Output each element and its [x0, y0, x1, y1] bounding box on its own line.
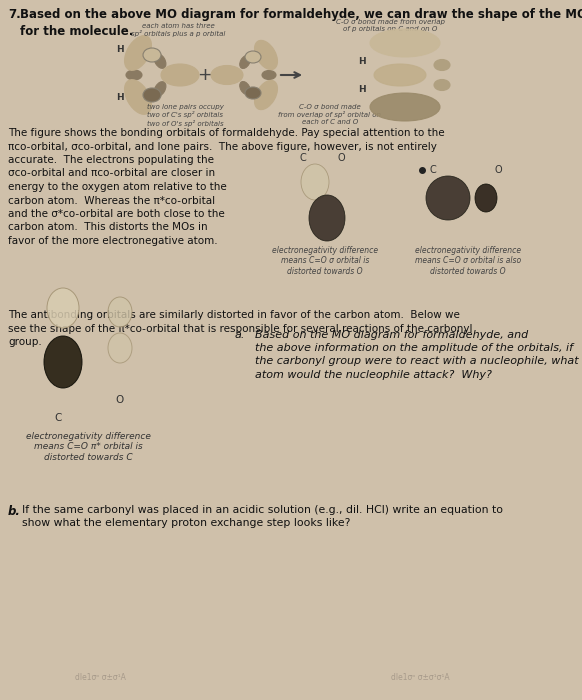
Text: O: O	[494, 165, 502, 175]
Ellipse shape	[475, 184, 497, 212]
Ellipse shape	[434, 60, 450, 71]
Text: group.: group.	[8, 337, 42, 347]
Text: C-O σ bond made from overlap
of p orbitals on C and on O: C-O σ bond made from overlap of p orbita…	[335, 19, 445, 32]
Ellipse shape	[370, 93, 440, 121]
Ellipse shape	[240, 81, 250, 94]
Text: dle1σᵒ σ±σ¹σ¹A: dle1σᵒ σ±σ¹σ¹A	[391, 673, 449, 682]
Ellipse shape	[245, 87, 261, 99]
Text: and the σ*co-orbital are both close to the: and the σ*co-orbital are both close to t…	[8, 209, 225, 219]
Text: C: C	[430, 165, 436, 175]
Text: σco-orbital and πco-orbital are closer in: σco-orbital and πco-orbital are closer i…	[8, 169, 215, 178]
Text: each atom has three
sp² orbitals plus a p orbital: each atom has three sp² orbitals plus a …	[131, 23, 225, 37]
Text: Based on the MO diagram for formaldehyde, and
the above information on the ampli: Based on the MO diagram for formaldehyde…	[255, 330, 579, 379]
Text: πco-orbital, σco-orbital, and lone pairs.  The above figure, however, is not ent: πco-orbital, σco-orbital, and lone pairs…	[8, 141, 437, 151]
Text: electronegativity difference
means C=O π* orbital is
distorted towards C: electronegativity difference means C=O π…	[26, 432, 150, 462]
Ellipse shape	[108, 297, 132, 327]
Ellipse shape	[309, 195, 345, 241]
Text: see the shape of the π*co-orbital that is responsible for several reactions of t: see the shape of the π*co-orbital that i…	[8, 323, 473, 333]
Text: O: O	[116, 395, 124, 405]
Text: H: H	[116, 45, 124, 53]
Ellipse shape	[126, 70, 142, 80]
Ellipse shape	[143, 88, 161, 102]
Ellipse shape	[125, 36, 151, 70]
Text: H: H	[116, 92, 124, 102]
Ellipse shape	[370, 29, 440, 57]
Ellipse shape	[254, 41, 278, 69]
Text: If the same carbonyl was placed in an acidic solution (e.g., dil. HCl) write an : If the same carbonyl was placed in an ac…	[22, 505, 503, 528]
Text: The antibonding orbitals are similarly distorted in favor of the carbon atom.  B: The antibonding orbitals are similarly d…	[8, 310, 460, 320]
Ellipse shape	[47, 288, 79, 328]
Text: favor of the more electronegative atom.: favor of the more electronegative atom.	[8, 236, 218, 246]
Ellipse shape	[434, 80, 450, 90]
Text: +: +	[197, 66, 212, 84]
Ellipse shape	[154, 54, 166, 69]
Ellipse shape	[125, 80, 151, 114]
Ellipse shape	[240, 55, 250, 69]
Text: 7.: 7.	[8, 8, 21, 21]
Text: dle1σᵒ σ±σ¹A: dle1σᵒ σ±σ¹A	[74, 673, 126, 682]
Text: C-O σ bond made
from overlap of sp² orbital on
each of C and O: C-O σ bond made from overlap of sp² orbi…	[279, 104, 381, 125]
Ellipse shape	[143, 48, 161, 62]
Text: H: H	[358, 57, 366, 66]
Text: C: C	[54, 413, 62, 423]
Ellipse shape	[245, 51, 261, 63]
Ellipse shape	[254, 80, 278, 110]
Text: carbon atom.  This distorts the MOs in: carbon atom. This distorts the MOs in	[8, 223, 208, 232]
Text: electronegativity difference
means C=O σ orbital is
distorted towards O: electronegativity difference means C=O σ…	[272, 246, 378, 276]
Ellipse shape	[108, 333, 132, 363]
Ellipse shape	[44, 336, 82, 388]
Text: C: C	[300, 153, 306, 163]
Ellipse shape	[374, 64, 426, 86]
Text: two lone pairs occupy
two of C's sp² orbitals
two of O's sp² orbitals: two lone pairs occupy two of C's sp² orb…	[147, 104, 223, 127]
Ellipse shape	[211, 66, 243, 85]
Ellipse shape	[154, 82, 166, 97]
Ellipse shape	[262, 71, 276, 80]
Text: b.: b.	[8, 505, 21, 518]
Text: The figure shows the bonding orbitals of formaldehyde. Pay special attention to : The figure shows the bonding orbitals of…	[8, 128, 445, 138]
Text: Based on the above MO diagram for formaldehyde, we can draw the shape of the MOs: Based on the above MO diagram for formal…	[20, 8, 582, 38]
Text: accurate.  The electrons populating the: accurate. The electrons populating the	[8, 155, 214, 165]
Text: O: O	[337, 153, 345, 163]
Ellipse shape	[301, 164, 329, 200]
Text: electronegativity difference
means C=O σ orbital is also
distorted towards O: electronegativity difference means C=O σ…	[415, 246, 521, 276]
Text: H: H	[358, 85, 366, 94]
Ellipse shape	[161, 64, 199, 86]
Ellipse shape	[426, 176, 470, 220]
Text: carbon atom.  Whereas the π*co-orbital: carbon atom. Whereas the π*co-orbital	[8, 195, 215, 206]
Text: energy to the oxygen atom relative to the: energy to the oxygen atom relative to th…	[8, 182, 227, 192]
Text: a.: a.	[235, 330, 246, 340]
